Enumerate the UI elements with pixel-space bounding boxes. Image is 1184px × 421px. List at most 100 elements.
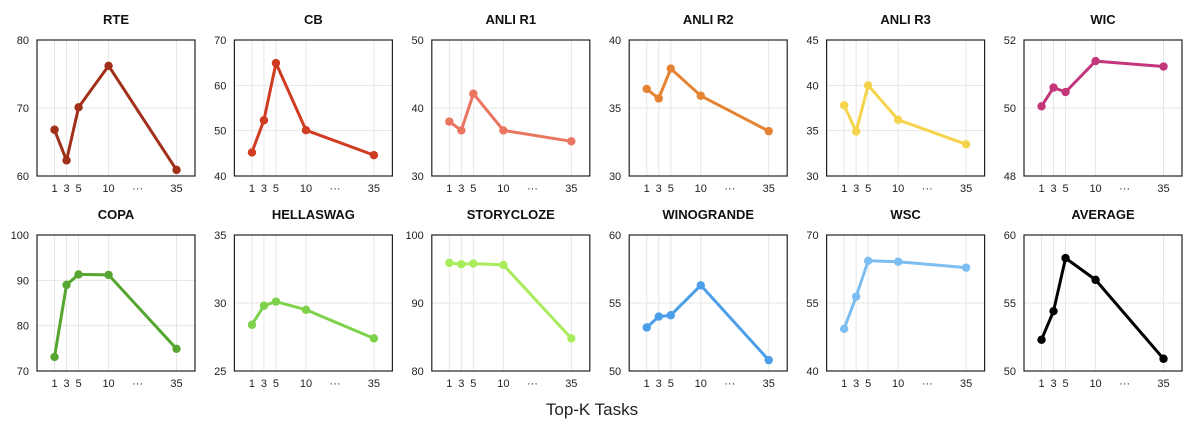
data-point (369, 334, 379, 343)
data-point (301, 126, 311, 135)
y-tick-label: 30 (806, 171, 818, 183)
x-tick-label: 1 (1038, 378, 1044, 390)
data-point (499, 126, 508, 135)
series-line (842, 83, 968, 146)
plot-frame (36, 234, 196, 372)
x-tick-label: 1 (249, 183, 255, 195)
x-tick-label: 10 (102, 183, 114, 195)
data-point (1037, 102, 1046, 111)
y-tick-label: 80 (412, 366, 424, 378)
x-tick-label: 35 (1157, 378, 1169, 390)
chart-title: HELLASWAG (272, 207, 355, 222)
chart-title: STORYCLOZE (467, 207, 555, 222)
y-tick-label: 25 (214, 366, 226, 378)
x-tick-label: 3 (458, 378, 464, 390)
x-tick-label: 10 (892, 183, 904, 195)
chart-title: CB (304, 12, 323, 27)
x-tick-label: 5 (1062, 378, 1068, 390)
y-tick-label: 80 (17, 321, 29, 333)
data-point (369, 150, 379, 160)
series-line (447, 261, 573, 340)
y-tick-label: 60 (1004, 230, 1016, 242)
x-tick-label: ··· (922, 183, 933, 195)
x-tick-label: ··· (132, 378, 143, 390)
x-tick-label: 10 (1089, 378, 1101, 390)
y-tick-label: 35 (806, 126, 818, 138)
data-point (642, 323, 651, 332)
data-point (271, 297, 281, 306)
x-tick-label: ··· (330, 183, 341, 195)
data-point (696, 281, 705, 290)
data-point (666, 64, 675, 73)
y-tick-label: 35 (214, 230, 226, 242)
chart-title: RTE (103, 12, 129, 27)
x-tick-label: 5 (470, 378, 476, 390)
data-point (445, 258, 454, 268)
series-line (645, 283, 771, 362)
series-line (842, 259, 968, 331)
series-line (250, 300, 376, 340)
x-tick-label: 35 (368, 183, 380, 195)
x-tick-label: 1 (841, 378, 847, 390)
y-tick-label: 60 (17, 171, 29, 183)
data-point (654, 312, 663, 321)
plot-frame (1023, 234, 1183, 372)
x-tick-label: 35 (1157, 183, 1169, 195)
data-point (1159, 62, 1168, 71)
y-tick-label: 40 (609, 35, 621, 47)
chart-title: ANLI R2 (683, 12, 734, 27)
y-tick-label: 35 (609, 103, 621, 115)
x-tick-label: 3 (1050, 378, 1056, 390)
y-tick-label: 50 (412, 35, 424, 47)
x-tick-label: 10 (497, 378, 509, 390)
data-point (301, 305, 311, 314)
chart-title: AVERAGE (1071, 207, 1135, 222)
plot-frame (233, 39, 393, 177)
x-tick-label: 3 (261, 378, 267, 390)
x-tick-label: 35 (763, 378, 775, 390)
data-point (1049, 306, 1058, 316)
data-point (1049, 83, 1058, 92)
plot-frame (36, 39, 196, 177)
x-axis-label: Top-K Tasks (545, 400, 639, 419)
x-tick-label: 1 (446, 378, 452, 390)
plot-frame (233, 234, 393, 372)
data-point (961, 140, 971, 149)
y-tick-label: 70 (806, 230, 818, 242)
data-point (74, 103, 83, 112)
chart-title: WSC (890, 207, 921, 222)
data-point (104, 270, 113, 280)
data-point (62, 156, 71, 165)
x-tick-label: 1 (644, 183, 650, 195)
y-tick-label: 50 (609, 366, 621, 378)
chart-title: ANLI R1 (486, 12, 537, 27)
y-tick-label: 90 (412, 298, 424, 310)
data-point (259, 116, 269, 125)
x-tick-label: 5 (273, 378, 279, 390)
data-point (457, 260, 466, 269)
x-tick-label: 1 (51, 378, 57, 390)
x-tick-label: 10 (300, 378, 312, 390)
data-point (1061, 253, 1070, 263)
data-point (247, 148, 257, 157)
data-point (62, 280, 71, 290)
x-tick-label: 1 (51, 183, 57, 195)
data-point (654, 94, 663, 103)
data-point (74, 270, 83, 279)
x-tick-label: 3 (656, 183, 662, 195)
data-point (172, 344, 181, 353)
y-tick-label: 100 (405, 230, 423, 242)
data-point (863, 81, 873, 90)
x-tick-label: 3 (63, 183, 69, 195)
data-point (764, 355, 773, 365)
x-tick-label: 1 (446, 183, 452, 195)
data-point (457, 126, 466, 135)
data-point (893, 257, 903, 266)
x-tick-label: 35 (170, 378, 182, 390)
